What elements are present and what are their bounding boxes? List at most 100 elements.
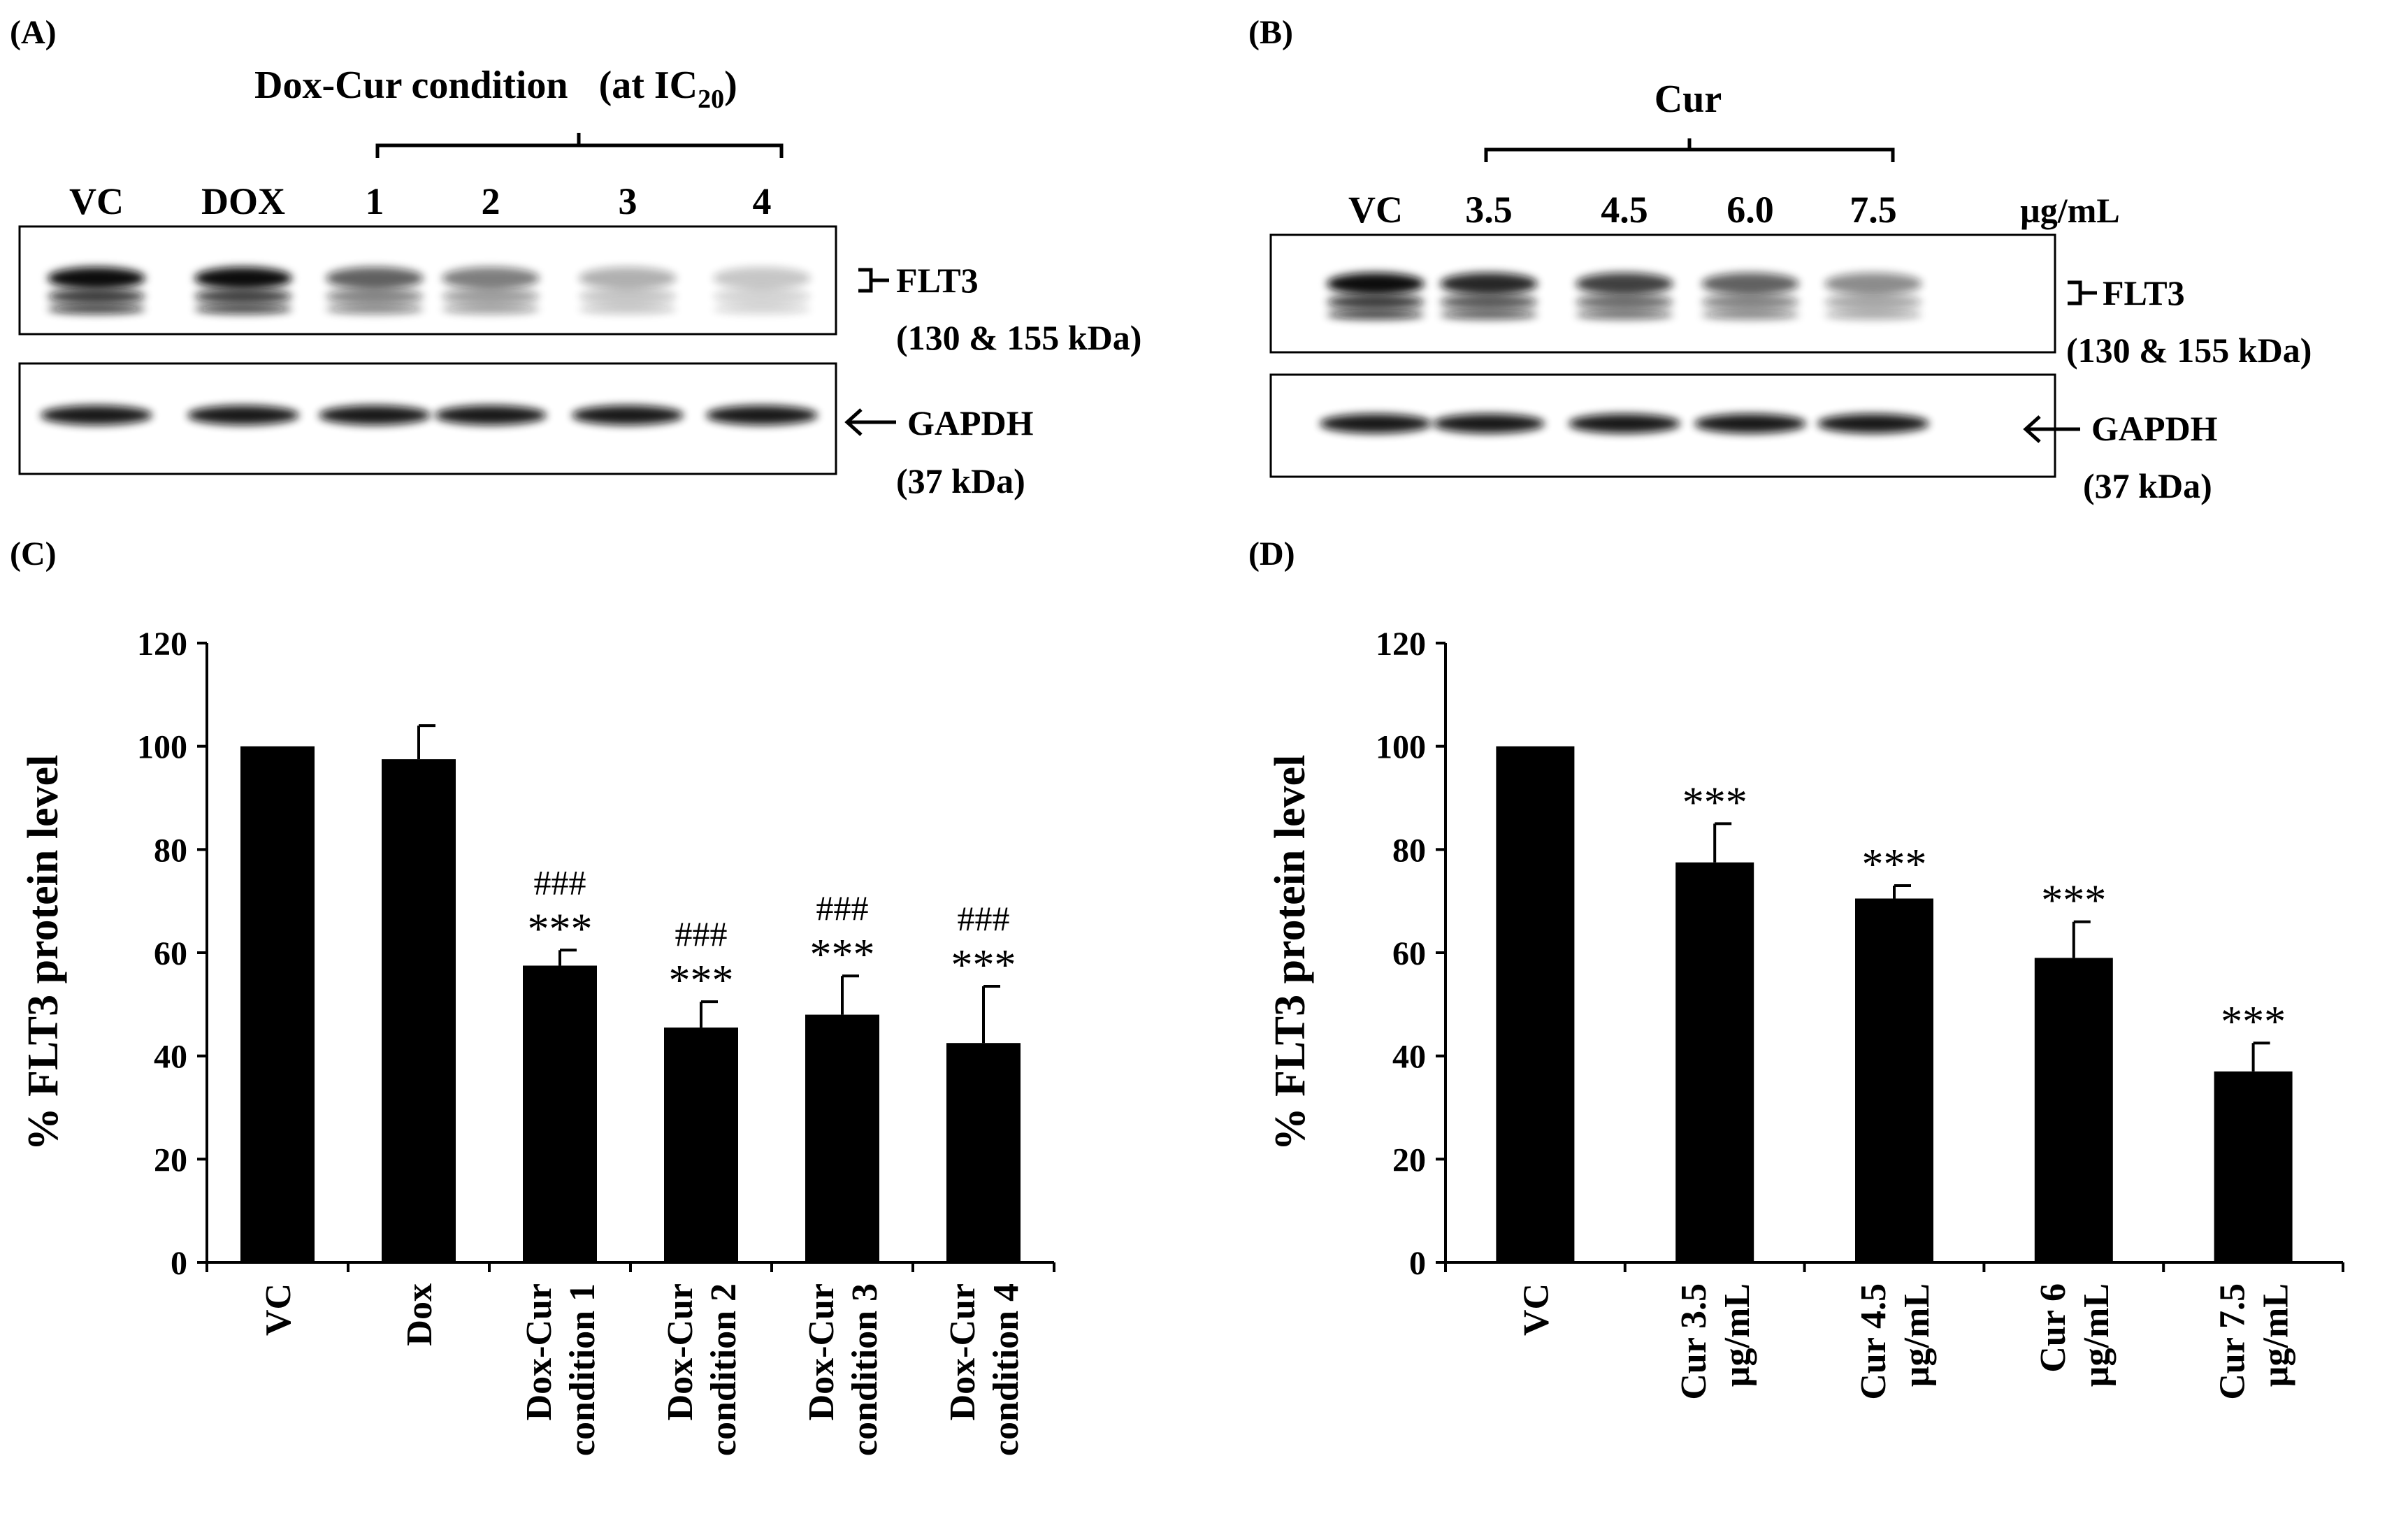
flt3-band: [1440, 310, 1538, 319]
gapdh-band: [319, 405, 431, 425]
bar: [1855, 898, 1933, 1262]
y-tick-label: 0: [1409, 1245, 1426, 1282]
y-tick-label: 0: [171, 1245, 187, 1282]
panel-a-group-bracket: [375, 133, 784, 158]
panel-b-group-bracket: [1484, 138, 1895, 162]
y-tick-label: 40: [154, 1039, 187, 1076]
x-category-label: condition 1: [563, 1283, 603, 1456]
lane-label: VC: [1348, 189, 1403, 231]
significance-stars: ***: [1862, 841, 1927, 888]
lane-label: 3.5: [1465, 189, 1513, 231]
x-category-label: condition 2: [704, 1283, 744, 1456]
flt3-band: [48, 304, 145, 314]
panel-b: (B) Cur VC 3.5 4.5 6.0 7.5 µg/mL FLT3 (130 &…: [1248, 14, 2312, 505]
bar: [805, 1014, 879, 1262]
significance-stars: ***: [2041, 877, 2106, 925]
x-category-label: VC: [259, 1283, 298, 1336]
panel-b-gapdh-arrow: [2023, 415, 2080, 443]
x-category-label: Dox-Cur: [802, 1283, 842, 1420]
panel-a-gapdh-arrow: [844, 408, 896, 436]
y-axis-label: % FLT3 protein level: [20, 755, 67, 1151]
flt3-band: [579, 289, 677, 304]
flt3-band: [1701, 273, 1799, 295]
x-category-label: VC: [1516, 1283, 1556, 1336]
panel-b-gapdh-kda: (37 kDa): [2083, 466, 2212, 505]
significance-hash: ###: [675, 914, 728, 953]
x-category-label: Cur 3.5: [1674, 1283, 1714, 1400]
flt3-band: [1327, 294, 1425, 310]
flt3-band: [1576, 310, 1673, 319]
gapdh-band: [1694, 414, 1806, 433]
panel-b-flt3-bracket: [2068, 280, 2097, 305]
flt3-band: [1701, 310, 1799, 319]
panel-b-flt3-name: FLT3: [2103, 273, 2185, 312]
panel-a-flt3-name: FLT3: [896, 261, 979, 300]
panel-d-label: (D): [1248, 535, 1295, 572]
x-category-label: condition 4: [986, 1283, 1026, 1456]
y-axis-label: % FLT3 protein level: [1267, 755, 1314, 1151]
bar: [2214, 1071, 2293, 1262]
flt3-band: [1440, 273, 1538, 295]
flt3-band: [442, 267, 540, 289]
y-tick-label: 100: [137, 729, 187, 766]
significance-stars: ***: [669, 957, 734, 1004]
flt3-band: [1327, 310, 1425, 319]
x-category-label: Dox-Cur: [661, 1283, 700, 1420]
flt3-band: [713, 289, 811, 304]
panel-c-label: (C): [10, 535, 57, 572]
panel-c-chart: 0 20 40 60 80 100 120 % FLT3 protein level VC Dox…: [20, 626, 1055, 1456]
flt3-band: [1824, 294, 1922, 310]
flt3-band: [1440, 294, 1538, 310]
y-tick-label: 20: [154, 1141, 187, 1178]
panel-b-flt3-blot: [1269, 233, 2056, 354]
bar: [382, 759, 456, 1262]
significance-stars: ***: [2221, 998, 2286, 1046]
panel-a-flt3-kda: (130 & 155 kDa): [896, 318, 1141, 357]
flt3-band: [1327, 273, 1425, 295]
panel-b-label: (B): [1248, 14, 1293, 51]
gapdh-band: [435, 405, 547, 425]
lane-label: 6.0: [1726, 189, 1774, 231]
panel-a-gapdh-blot: [18, 362, 837, 475]
y-tick-label: 100: [1376, 729, 1426, 766]
panel-a-header-suffix: (at IC: [599, 64, 698, 107]
significance-hash: ###: [816, 888, 869, 928]
x-category-label: Cur 7.5: [2213, 1283, 2253, 1400]
flt3-band: [442, 304, 540, 314]
lane-label: 2: [482, 180, 500, 222]
gapdh-band: [1433, 414, 1545, 433]
lane-label: 4.5: [1601, 189, 1648, 231]
panel-b-unit: µg/mL: [2020, 191, 2120, 230]
flt3-band: [326, 267, 424, 289]
gapdh-band: [572, 405, 684, 425]
y-tick-label: 120: [1376, 626, 1426, 663]
flt3-band: [326, 304, 424, 314]
flt3-band: [1701, 294, 1799, 310]
flt3-band: [442, 289, 540, 304]
lane-label: DOX: [201, 180, 285, 222]
x-category-label: Cur 4.5: [1854, 1283, 1894, 1400]
lane-label: 4: [753, 180, 772, 222]
x-category-label: condition 3: [845, 1283, 885, 1456]
gapdh-band: [187, 405, 299, 425]
bar: [1496, 746, 1575, 1262]
y-tick-label: 40: [1392, 1039, 1426, 1076]
panel-a-flt3-bracket: [858, 268, 889, 293]
panel-d-chart: 0 20 40 60 80 100 120 % FLT3 protein level VC ***…: [1267, 626, 2344, 1400]
flt3-band: [1824, 310, 1922, 319]
y-tick-label: 80: [1392, 832, 1426, 869]
panel-a-gapdh-name: GAPDH: [907, 403, 1034, 442]
y-tick-label: 60: [1392, 935, 1426, 972]
panel-a-label: (A): [10, 14, 57, 51]
y-tick-label: 120: [137, 626, 187, 663]
flt3-band: [713, 267, 811, 289]
flt3-band: [194, 267, 292, 289]
x-category-label: Dox-Cur: [943, 1283, 983, 1420]
flt3-band: [194, 304, 292, 314]
flt3-band: [1824, 273, 1922, 295]
panel-a-flt3-blot: [18, 225, 837, 336]
significance-hash: ###: [534, 863, 586, 902]
lane-label: VC: [69, 180, 124, 222]
panel-a-flt3-bands: [48, 267, 811, 314]
significance-stars: ***: [810, 931, 875, 979]
